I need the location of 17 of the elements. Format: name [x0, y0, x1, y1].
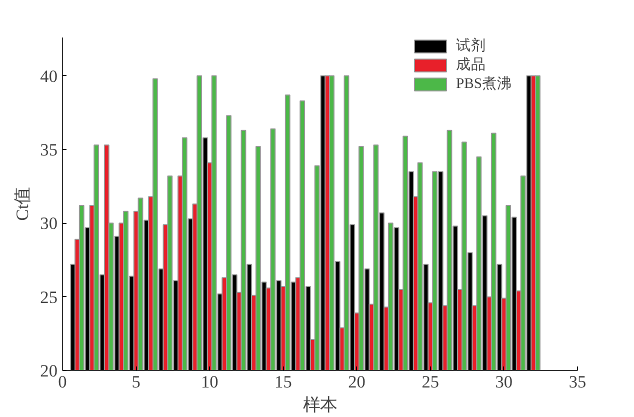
x-tick-label: 10 — [200, 372, 218, 392]
x-tick-label: 30 — [495, 372, 513, 392]
y-tick-label: 35 — [40, 140, 58, 160]
y-tick-label: 25 — [40, 288, 58, 307]
x-tick-label: 35 — [568, 372, 586, 392]
x-tick-label: 0 — [58, 372, 67, 392]
y-tick-label: 40 — [40, 66, 58, 86]
legend-label: PBS煮沸 — [456, 75, 512, 93]
x-tick-label: 25 — [422, 372, 440, 392]
x-tick-label: 20 — [348, 372, 366, 392]
x-tick-label: 15 — [274, 372, 292, 392]
y-axis-title: Ct值 — [13, 187, 32, 221]
y-tick-label: 30 — [40, 214, 58, 234]
x-axis-title: 样本 — [303, 396, 337, 414]
legend-label: 成品 — [456, 56, 486, 74]
x-tick-label: 5 — [132, 372, 140, 392]
legend-label: 试剂 — [456, 36, 486, 55]
